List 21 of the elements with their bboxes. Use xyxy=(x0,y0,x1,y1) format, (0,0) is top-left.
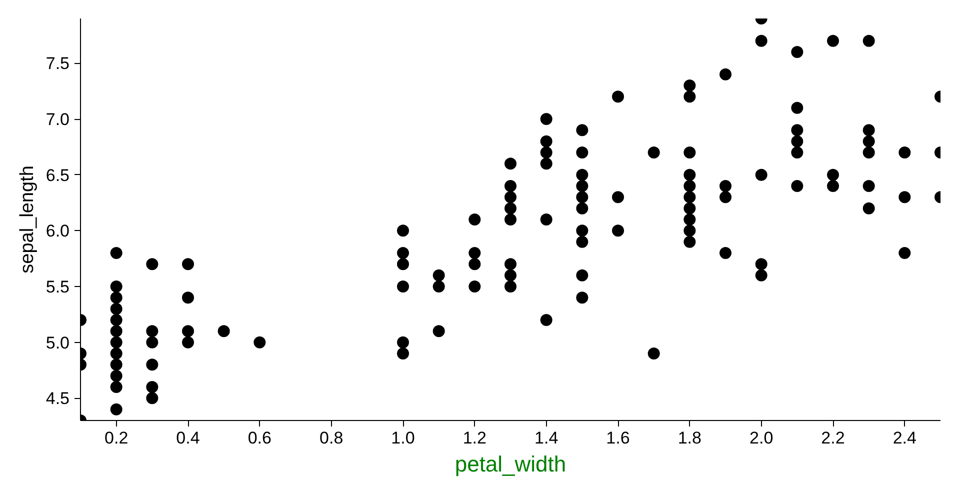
x-tick-label: 2.0 xyxy=(750,428,774,448)
y-tick-label: 7.0 xyxy=(46,110,70,129)
y-tick-label: 5.5 xyxy=(46,278,70,296)
y-tick-label: 6.5 xyxy=(46,166,70,185)
x-tick-label: 1.2 xyxy=(462,428,486,448)
x-tick-label: 1.4 xyxy=(534,428,558,448)
x-tick-label: 0.2 xyxy=(104,428,128,448)
y-axis-title: sepal_length xyxy=(16,166,38,274)
x-tick-label: 2.4 xyxy=(892,428,916,448)
x-tick-label: 0.8 xyxy=(320,428,344,448)
x-tick-label: 1.0 xyxy=(391,428,415,448)
x-tick-label: 2.2 xyxy=(821,428,845,448)
x-tick-label: 1.8 xyxy=(678,428,702,448)
x-axis-title: petal_width xyxy=(454,452,566,476)
y-tick-label: 4.5 xyxy=(46,389,70,408)
x-tick-label: 0.4 xyxy=(176,428,200,448)
y-tick-label: 5.0 xyxy=(46,333,70,352)
y-tick-label: 6.0 xyxy=(46,222,70,241)
x-tick-label: 1.6 xyxy=(606,428,630,448)
y-tick-label: 7.5 xyxy=(46,54,70,74)
x-tick-label: 0.6 xyxy=(248,428,272,448)
